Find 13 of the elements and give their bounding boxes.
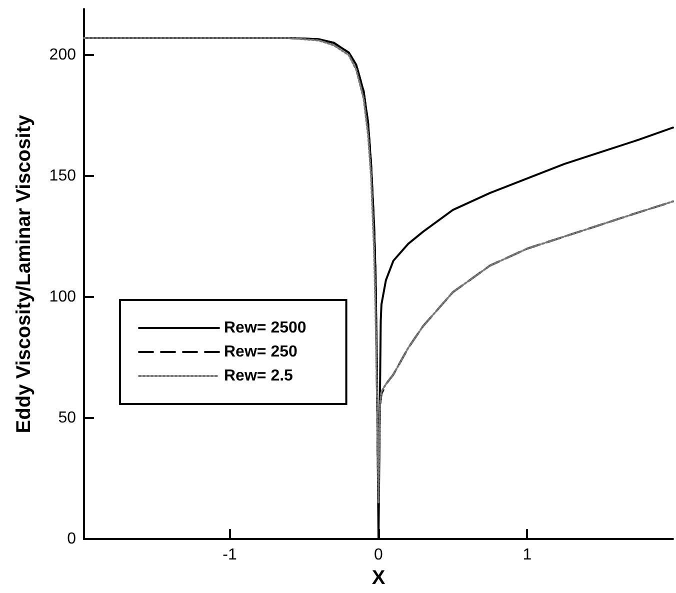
y-tick-label: 150 — [49, 168, 76, 185]
y-tick-label: 200 — [49, 46, 76, 64]
y-axis-title: Eddy Viscosity/Laminar Viscosity — [13, 114, 35, 434]
legend-label: Rew= 2500 — [224, 320, 306, 336]
x-tick-label: 0 — [374, 546, 384, 564]
y-tick-label: 50 — [58, 410, 76, 427]
x-tick-label: 1 — [522, 546, 532, 564]
y-tick-label: 0 — [67, 530, 76, 548]
legend-label: Rew= 2.5 — [224, 368, 294, 384]
x-axis-title: X — [372, 567, 386, 589]
legend-label: Rew= 250 — [224, 344, 298, 360]
x-tick-label: -1 — [222, 546, 237, 564]
y-tick-label: 100 — [49, 288, 76, 306]
